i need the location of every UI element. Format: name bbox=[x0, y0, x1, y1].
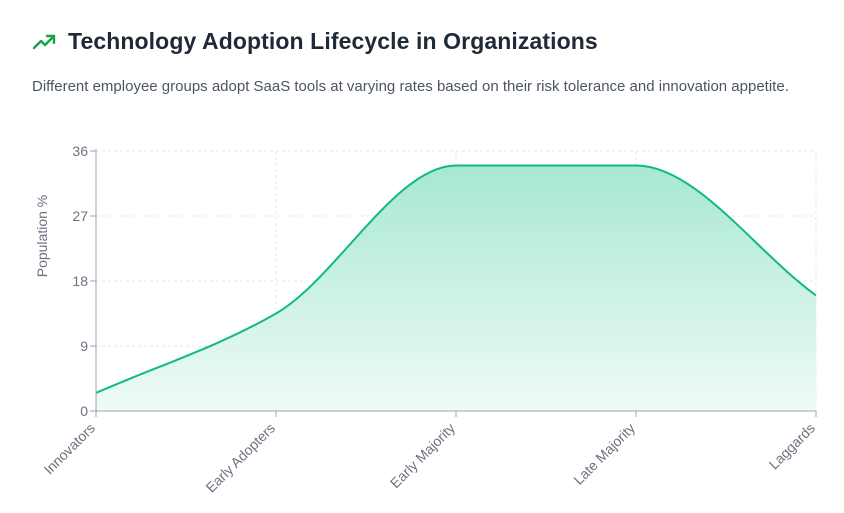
y-tick-label: 27 bbox=[72, 208, 88, 224]
y-tick-label: 18 bbox=[72, 273, 88, 289]
x-tick-label: Early Adopters bbox=[202, 420, 278, 496]
series-line bbox=[95, 164, 817, 394]
y-tick-label: 36 bbox=[72, 143, 88, 159]
chart-header: Technology Adoption Lifecycle in Organiz… bbox=[32, 28, 598, 55]
x-tick-label: Innovators bbox=[41, 420, 99, 478]
y-tick-label: 9 bbox=[80, 338, 88, 354]
trending-up-icon bbox=[32, 34, 56, 49]
x-tick-label: Late Majority bbox=[570, 420, 638, 488]
x-tick-label: Laggards bbox=[766, 420, 819, 473]
y-tick-label: 0 bbox=[80, 403, 88, 419]
chart-subtitle: Different employee groups adopt SaaS too… bbox=[32, 78, 789, 95]
series-area bbox=[96, 165, 816, 411]
y-axis-title: Population % bbox=[34, 195, 50, 278]
chart-title: Technology Adoption Lifecycle in Organiz… bbox=[68, 28, 598, 54]
x-tick-label: Early Majority bbox=[387, 420, 458, 491]
